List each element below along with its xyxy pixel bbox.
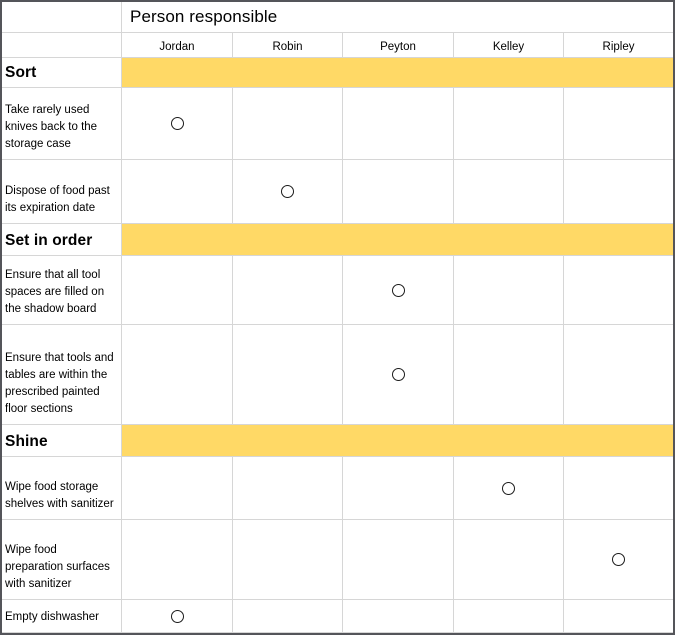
row-header-blank-cell[interactable] <box>2 33 122 58</box>
matrix-cell-peyton[interactable] <box>343 160 454 224</box>
column-header-robin[interactable]: Robin <box>233 33 343 58</box>
task-label: Wipe food preparation surfaces with sani… <box>5 544 110 590</box>
matrix-cell-kelley[interactable] <box>454 256 564 325</box>
task-label-cell[interactable]: Wipe food preparation surfaces with sani… <box>2 520 122 600</box>
matrix-cell-ripley[interactable] <box>564 325 673 425</box>
matrix-cell-jordan[interactable] <box>122 88 233 160</box>
section-highlight-band[interactable] <box>122 425 673 457</box>
matrix-cell-kelley[interactable] <box>454 160 564 224</box>
responsibility-mark-circle <box>391 368 405 381</box>
matrix-cell-jordan[interactable] <box>122 520 233 600</box>
person-name-label: Kelley <box>492 41 525 53</box>
column-header-jordan[interactable]: Jordan <box>122 33 233 58</box>
matrix-cell-kelley[interactable] <box>454 520 564 600</box>
matrix-cell-ripley[interactable] <box>564 520 673 600</box>
task-label: Ensure that tools and tables are within … <box>5 352 114 415</box>
responsibility-mark-circle <box>281 185 294 198</box>
task-label: Ensure that all tool spaces are filled o… <box>5 269 105 315</box>
merged-header-cell[interactable]: Person responsible <box>122 2 673 33</box>
matrix-cell-ripley[interactable] <box>564 457 673 520</box>
responsibility-mark-circle <box>612 553 625 566</box>
column-header-peyton[interactable]: Peyton <box>343 33 454 58</box>
task-label-cell[interactable]: Ensure that tools and tables are within … <box>2 325 122 425</box>
task-label-cell[interactable]: Wipe food storage shelves with sanitizer <box>2 457 122 520</box>
task-label: Dispose of food past its expiration date <box>5 185 110 214</box>
matrix-cell-peyton[interactable] <box>343 520 454 600</box>
responsibility-mark-circle <box>502 481 515 495</box>
matrix-cell-robin[interactable] <box>233 88 343 160</box>
section-highlight-band[interactable] <box>122 224 673 256</box>
matrix-cell-kelley[interactable] <box>454 325 564 425</box>
section-row-shine[interactable]: Shine <box>2 425 122 457</box>
matrix-cell-peyton[interactable] <box>343 88 454 160</box>
matrix-cell-kelley[interactable] <box>454 600 564 633</box>
task-label: Empty dishwasher <box>5 611 99 623</box>
section-highlight-band[interactable] <box>122 58 673 88</box>
section-row-sort[interactable]: Sort <box>2 58 122 88</box>
matrix-cell-jordan[interactable] <box>122 160 233 224</box>
task-label: Take rarely used knives back to the stor… <box>5 104 98 150</box>
section-title-label: Set in order <box>5 232 93 249</box>
matrix-cell-robin[interactable] <box>233 520 343 600</box>
person-name-label: Ripley <box>602 41 635 53</box>
matrix-cell-ripley[interactable] <box>564 256 673 325</box>
matrix-cell-jordan[interactable] <box>122 600 233 633</box>
responsibility-mark-circle <box>170 609 184 623</box>
task-label-cell[interactable]: Dispose of food past its expiration date <box>2 160 122 224</box>
task-label-cell[interactable]: Take rarely used knives back to the stor… <box>2 88 122 160</box>
matrix-cell-robin[interactable] <box>233 325 343 425</box>
section-title-label: Sort <box>5 64 37 81</box>
matrix-cell-peyton[interactable] <box>343 256 454 325</box>
person-name-label: Robin <box>272 41 303 53</box>
responsibility-mark-circle <box>170 117 184 130</box>
task-label-cell[interactable]: Ensure that all tool spaces are filled o… <box>2 256 122 325</box>
matrix-cell-robin[interactable] <box>233 457 343 520</box>
matrix-cell-robin[interactable] <box>233 160 343 224</box>
matrix-cell-robin[interactable] <box>233 256 343 325</box>
section-row-set-in-order[interactable]: Set in order <box>2 224 122 256</box>
matrix-cell-ripley[interactable] <box>564 88 673 160</box>
matrix-cell-jordan[interactable] <box>122 256 233 325</box>
person-name-label: Peyton <box>380 41 416 53</box>
responsibility-mark-circle <box>391 283 405 297</box>
matrix-cell-jordan[interactable] <box>122 457 233 520</box>
matrix-cell-kelley[interactable] <box>454 457 564 520</box>
corner-blank-cell[interactable] <box>2 2 122 33</box>
column-header-ripley[interactable]: Ripley <box>564 33 673 58</box>
matrix-cell-peyton[interactable] <box>343 457 454 520</box>
column-header-kelley[interactable]: Kelley <box>454 33 564 58</box>
matrix-cell-ripley[interactable] <box>564 600 673 633</box>
matrix-cell-kelley[interactable] <box>454 88 564 160</box>
task-label: Wipe food storage shelves with sanitizer <box>5 481 114 510</box>
person-responsible-title: Person responsible <box>130 7 278 26</box>
person-name-label: Jordan <box>159 41 195 53</box>
matrix-cell-peyton[interactable] <box>343 600 454 633</box>
task-label-cell[interactable]: Empty dishwasher <box>2 600 122 633</box>
matrix-cell-robin[interactable] <box>233 600 343 633</box>
matrix-cell-ripley[interactable] <box>564 160 673 224</box>
matrix-cell-peyton[interactable] <box>343 325 454 425</box>
section-title-label: Shine <box>5 433 48 450</box>
matrix-cell-jordan[interactable] <box>122 325 233 425</box>
